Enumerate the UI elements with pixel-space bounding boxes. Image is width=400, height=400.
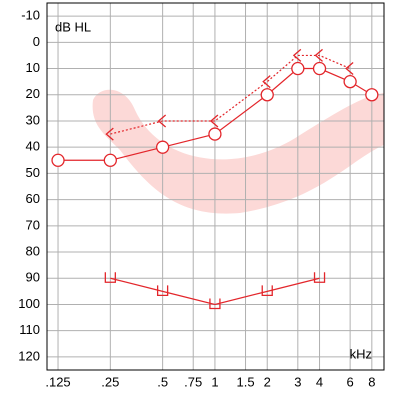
x-tick-label: .25 xyxy=(101,374,119,389)
x-tick-label: 1.5 xyxy=(236,374,254,389)
air-marker xyxy=(103,153,117,167)
x-tick-label: 4 xyxy=(316,374,323,389)
y-tick-label: 10 xyxy=(26,60,40,75)
marker-bg xyxy=(291,62,304,75)
ucl-marker xyxy=(209,298,221,310)
marker-bg xyxy=(365,88,378,101)
ucl-marker xyxy=(104,272,116,283)
x-tick-label: 8 xyxy=(368,374,375,389)
bone-marker xyxy=(314,48,323,62)
x-tick-label: 3 xyxy=(294,374,301,389)
air-marker xyxy=(343,74,357,89)
marker-bg xyxy=(52,154,65,167)
air-marker xyxy=(155,140,170,154)
ucl-marker xyxy=(156,285,169,297)
x-tick-label: .5 xyxy=(157,374,168,389)
y-axis-label: dB HL xyxy=(55,19,91,34)
bone-marker xyxy=(105,127,114,141)
air-marker xyxy=(260,88,274,102)
marker-bg xyxy=(313,62,326,75)
x-tick-label: 1 xyxy=(211,374,218,389)
air-marker xyxy=(365,88,379,102)
series-line xyxy=(110,54,351,135)
x-tick-label: .75 xyxy=(184,374,202,389)
air-marker xyxy=(51,153,65,167)
y-tick-label: 110 xyxy=(19,322,40,337)
bone-marker xyxy=(292,48,302,62)
x-tick-label: 2 xyxy=(264,374,271,389)
speech-banana xyxy=(92,89,384,214)
marker-bg xyxy=(261,88,274,101)
air-marker xyxy=(291,61,305,76)
y-tick-label: 30 xyxy=(26,112,40,127)
bone-marker xyxy=(262,75,271,89)
bone-marker xyxy=(345,62,354,76)
y-tick-label: 80 xyxy=(26,243,40,258)
bone-marker xyxy=(209,114,219,128)
bone-marker xyxy=(157,114,167,128)
y-tick-label: -10 xyxy=(21,8,40,23)
y-tick-label: 90 xyxy=(26,270,40,285)
y-tick-label: 20 xyxy=(26,86,40,101)
marker-bg xyxy=(208,128,221,141)
air-marker xyxy=(312,61,327,76)
y-tick-label: 50 xyxy=(26,165,40,180)
air-marker xyxy=(208,127,222,141)
series-line xyxy=(110,277,320,306)
ucl-marker xyxy=(261,285,273,297)
x-axis-label: kHz xyxy=(350,346,372,361)
y-tick-label: 100 xyxy=(18,296,40,311)
plot-frame xyxy=(46,2,385,371)
x-tick-label: 6 xyxy=(347,374,354,389)
marker-bg xyxy=(344,75,357,88)
y-tick-label: 120 xyxy=(18,348,40,363)
y-tick-label: 0 xyxy=(33,34,40,49)
ucl-marker xyxy=(313,272,326,283)
marker-bg xyxy=(156,141,169,154)
y-tick-label: 40 xyxy=(26,139,40,154)
marker-bg xyxy=(104,154,117,167)
x-tick-label: .125 xyxy=(45,374,70,389)
y-tick-label: 70 xyxy=(26,217,40,232)
y-tick-label: 60 xyxy=(26,191,40,206)
